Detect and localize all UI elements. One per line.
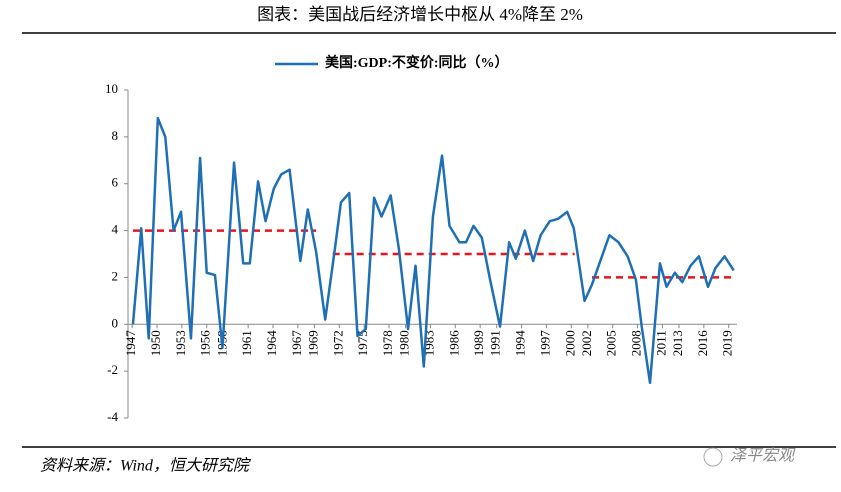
x-tick-label: 2013 (670, 330, 685, 356)
x-tick-label: 1989 (471, 330, 486, 356)
watermark: 泽平宏观 (730, 447, 796, 465)
y-tick-label: -2 (107, 362, 118, 377)
x-tick-label: 1950 (148, 330, 163, 356)
x-tick-label: 1994 (513, 330, 528, 357)
x-tick-label: 1997 (537, 330, 552, 357)
x-tick-label: 2008 (629, 330, 644, 356)
x-tick-label: 2011 (653, 330, 668, 356)
y-tick-label: 10 (105, 81, 118, 96)
source-note: 资料来源：Wind，恒大研究院 (40, 457, 252, 475)
y-tick-label: 2 (112, 268, 119, 283)
y-tick-label: -4 (107, 409, 118, 424)
x-tick-label: 1961 (239, 330, 254, 356)
x-tick-label: 1947 (123, 330, 138, 357)
y-tick-label: 4 (112, 222, 119, 237)
y-tick-label: 0 (112, 315, 119, 330)
x-tick-label: 1978 (380, 330, 395, 356)
x-tick-label: 2005 (604, 330, 619, 356)
x-tick-label: 1967 (289, 330, 304, 357)
x-tick-label: 1980 (397, 330, 412, 356)
x-tick-label: 2000 (562, 330, 577, 356)
x-tick-label: 1991 (488, 330, 503, 356)
legend-label: 美国:GDP:不变价:同比（%） (325, 54, 509, 71)
x-tick-label: 1953 (173, 330, 188, 356)
line-series (131, 116, 735, 385)
x-tick-label: 1956 (198, 330, 213, 357)
x-tick-label: 1964 (264, 330, 279, 357)
chart-title: 图表：美国战后经济增长中枢从 4%降至 2% (257, 5, 583, 24)
y-tick-label: 6 (112, 175, 119, 190)
x-tick-label: 1969 (305, 330, 320, 356)
x-tick-label: 1975 (355, 330, 370, 356)
x-tick-label: 1972 (330, 330, 345, 356)
x-tick-label: 2002 (579, 330, 594, 356)
watermark-icon (703, 447, 723, 467)
x-tick-label: 1986 (446, 330, 461, 357)
y-tick-label: 8 (112, 128, 119, 143)
x-tick-label: 2019 (720, 330, 735, 356)
x-tick-label: 2016 (695, 330, 710, 357)
